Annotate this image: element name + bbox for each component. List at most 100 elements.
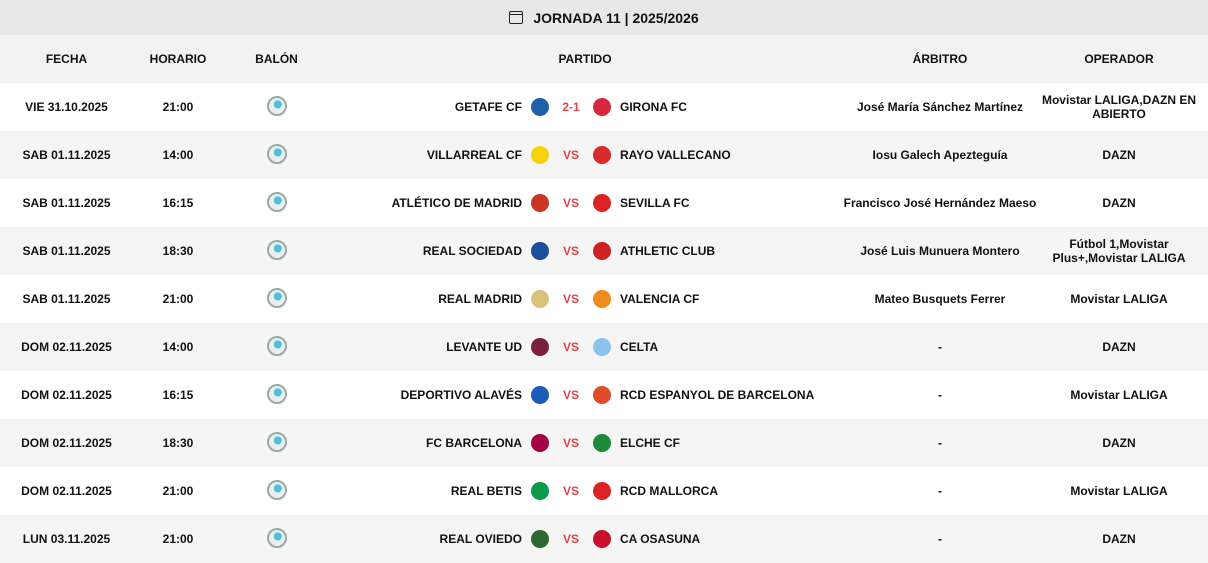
match-date: SAB 01.11.2025 [22, 292, 111, 306]
away-crest-icon [593, 98, 611, 116]
match-teams[interactable]: ATLÉTICO DE MADRID VS SEVILLA FC [330, 194, 840, 212]
match-time: 16:15 [162, 196, 194, 210]
away-team[interactable]: CELTA [620, 340, 659, 354]
away-team[interactable]: RAYO VALLECANO [620, 148, 731, 162]
referee: José Luis Munuera Montero [860, 244, 1020, 258]
away-team[interactable]: SEVILLA FC [620, 196, 690, 210]
match-row[interactable]: DOM 02.11.2025 14:00 LEVANTE UD VS CELTA… [0, 323, 1208, 371]
away-team[interactable]: RCD ESPANYOL DE BARCELONA [620, 388, 815, 402]
home-team[interactable]: VILLARREAL CF [426, 148, 522, 162]
home-team[interactable]: LEVANTE UD [446, 340, 522, 354]
away-crest-icon [593, 194, 611, 212]
match-date: DOM 02.11.2025 [21, 436, 112, 450]
home-team[interactable]: GETAFE CF [454, 100, 522, 114]
match-row[interactable]: DOM 02.11.2025 16:15 DEPORTIVO ALAVÉS VS… [0, 371, 1208, 419]
match-time: 14:00 [162, 340, 194, 354]
home-crest-icon [531, 146, 549, 164]
col-operador: OPERADOR [1084, 52, 1154, 66]
broadcaster: DAZN [1102, 340, 1136, 354]
broadcaster: Movistar LALIGA [1070, 388, 1168, 402]
match-teams[interactable]: REAL MADRID VS VALENCIA CF [330, 290, 840, 308]
away-crest-icon [593, 386, 611, 404]
match-score[interactable]: VS [562, 244, 579, 258]
ball-icon [266, 287, 287, 308]
table-header: FECHA HORARIO BALÓN PARTIDO ÁRBITRO OPER… [0, 35, 1208, 83]
home-crest-icon [531, 386, 549, 404]
match-teams[interactable]: REAL BETIS VS RCD MALLORCA [330, 482, 840, 500]
broadcaster: Movistar LALIGA [1070, 484, 1168, 498]
col-horario: HORARIO [149, 52, 207, 66]
broadcaster: Movistar LALIGA [1070, 292, 1168, 306]
match-teams[interactable]: VILLARREAL CF VS RAYO VALLECANO [330, 146, 840, 164]
match-time: 21:00 [162, 532, 194, 546]
referee: - [938, 436, 942, 450]
match-score[interactable]: VS [562, 532, 579, 546]
home-crest-icon [531, 434, 549, 452]
match-score[interactable]: VS [562, 388, 579, 402]
home-team[interactable]: FC BARCELONA [426, 436, 522, 450]
match-time: 21:00 [162, 100, 194, 114]
match-date: VIE 31.10.2025 [25, 100, 108, 114]
away-team[interactable]: GIRONA FC [620, 100, 687, 114]
away-crest-icon [593, 290, 611, 308]
referee: José María Sánchez Martínez [856, 100, 1024, 114]
home-team[interactable]: ATLÉTICO DE MADRID [391, 196, 522, 210]
match-teams[interactable]: LEVANTE UD VS CELTA [330, 338, 840, 356]
match-date: SAB 01.11.2025 [22, 244, 111, 258]
away-team[interactable]: VALENCIA CF [620, 292, 700, 306]
away-team[interactable]: CA OSASUNA [620, 532, 701, 546]
match-row[interactable]: SAB 01.11.2025 21:00 REAL MADRID VS VALE… [0, 275, 1208, 323]
match-date: SAB 01.11.2025 [22, 148, 111, 162]
home-team[interactable]: REAL MADRID [438, 292, 522, 306]
match-teams[interactable]: REAL SOCIEDAD VS ATHLETIC CLUB [330, 242, 840, 260]
match-row[interactable]: DOM 02.11.2025 18:30 FC BARCELONA VS ELC… [0, 419, 1208, 467]
away-crest-icon [593, 338, 611, 356]
match-score[interactable]: 2-1 [562, 100, 580, 114]
match-time: 21:00 [162, 484, 194, 498]
match-date: SAB 01.11.2025 [22, 196, 111, 210]
home-crest-icon [531, 98, 549, 116]
away-team[interactable]: ELCHE CF [620, 436, 680, 450]
match-score[interactable]: VS [562, 196, 579, 210]
match-score[interactable]: VS [562, 436, 579, 450]
match-time: 14:00 [162, 148, 194, 162]
match-score[interactable]: VS [562, 148, 579, 162]
away-team[interactable]: ATHLETIC CLUB [620, 244, 716, 258]
match-row[interactable]: VIE 31.10.2025 21:00 GETAFE CF 2-1 GIRON… [0, 83, 1208, 131]
home-team[interactable]: DEPORTIVO ALAVÉS [400, 388, 522, 402]
match-score[interactable]: VS [562, 484, 579, 498]
broadcaster: Movistar LALIGA,DAZN EN ABIERTO [1041, 93, 1196, 121]
away-crest-icon [593, 530, 611, 548]
match-row[interactable]: DOM 02.11.2025 21:00 REAL BETIS VS RCD M… [0, 467, 1208, 515]
match-score[interactable]: VS [562, 340, 579, 354]
match-teams[interactable]: REAL OVIEDO VS CA OSASUNA [330, 530, 840, 548]
match-teams[interactable]: FC BARCELONA VS ELCHE CF [330, 434, 840, 452]
referee: Francisco José Hernández Maeso [843, 196, 1037, 210]
ball-icon [266, 479, 287, 500]
home-crest-icon [531, 482, 549, 500]
match-score[interactable]: VS [562, 292, 579, 306]
away-crest-icon [593, 434, 611, 452]
match-date: DOM 02.11.2025 [21, 340, 112, 354]
home-crest-icon [531, 242, 549, 260]
match-teams[interactable]: GETAFE CF 2-1 GIRONA FC [330, 98, 840, 116]
home-crest-icon [531, 290, 549, 308]
away-crest-icon [593, 146, 611, 164]
match-row[interactable]: SAB 01.11.2025 18:30 REAL SOCIEDAD VS AT… [0, 227, 1208, 275]
home-team[interactable]: REAL BETIS [450, 484, 522, 498]
away-team[interactable]: RCD MALLORCA [620, 484, 718, 498]
match-teams[interactable]: DEPORTIVO ALAVÉS VS RCD ESPANYOL DE BARC… [330, 386, 840, 404]
match-date: DOM 02.11.2025 [21, 484, 112, 498]
home-crest-icon [531, 530, 549, 548]
ball-icon [266, 191, 287, 212]
match-row[interactable]: SAB 01.11.2025 14:00 VILLARREAL CF VS RA… [0, 131, 1208, 179]
home-crest-icon [531, 338, 549, 356]
matchday-header: JORNADA 11 | 2025/2026 [0, 0, 1208, 35]
home-team[interactable]: REAL OVIEDO [439, 532, 522, 546]
match-row[interactable]: LUN 03.11.2025 21:00 REAL OVIEDO VS CA O… [0, 515, 1208, 563]
ball-icon [266, 143, 287, 164]
home-team[interactable]: REAL SOCIEDAD [422, 244, 522, 258]
ball-icon [266, 527, 287, 548]
referee: - [938, 532, 942, 546]
match-row[interactable]: SAB 01.11.2025 16:15 ATLÉTICO DE MADRID … [0, 179, 1208, 227]
